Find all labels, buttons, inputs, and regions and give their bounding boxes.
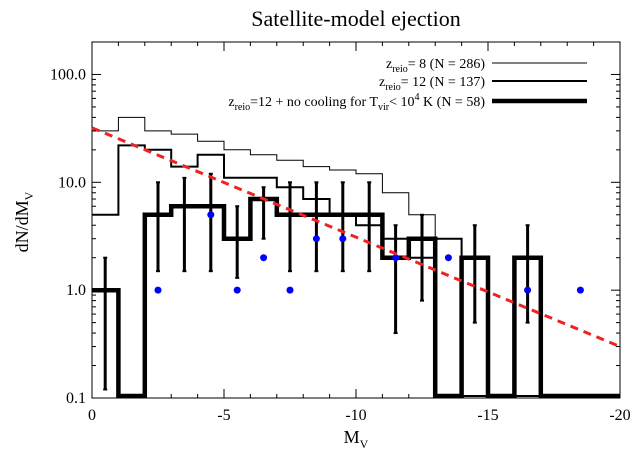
legend-text: z	[379, 75, 385, 90]
y-axis-label-main: dN/dM	[12, 200, 32, 252]
legend-text: = 12 (N = 137)	[401, 75, 486, 90]
y-tick-label: 10.0	[58, 174, 86, 191]
data-point-3	[260, 254, 268, 262]
chart-title: Satellite-model ejection	[251, 6, 461, 31]
plot-content	[91, 116, 621, 399]
data-point-6	[339, 235, 347, 243]
legend-text: z	[386, 57, 392, 72]
fit-line	[91, 126, 621, 348]
x-tick-label: -10	[345, 407, 366, 424]
x-tick-label: -5	[217, 407, 230, 424]
legend: zreio= 8 (N = 286)zreio= 12 (N = 137)zre…	[228, 57, 587, 113]
data-point-5	[312, 235, 320, 243]
legend-text: =12 + no cooling for T	[250, 95, 378, 110]
histogram-series-1	[92, 144, 620, 397]
histogram-series-2	[92, 196, 620, 399]
legend-subscript: reio	[235, 102, 251, 113]
x-tick-label: -15	[477, 407, 498, 424]
x-tick-label: -20	[609, 407, 630, 424]
legend-superscript: 4	[415, 92, 420, 103]
legend-text: < 10	[389, 95, 414, 110]
data-point-10	[576, 286, 584, 294]
legend-label-2: zreio=12 + no cooling for Tvir< 104 K (N…	[228, 92, 485, 113]
legend-label-0: zreio= 8 (N = 286)	[386, 57, 485, 75]
data-point-7	[392, 254, 400, 262]
axis-ticks: 0 -5 -10 -15 -20 0.1 1.0 10.0 100.0	[50, 41, 631, 424]
y-axis-label-sub: V	[22, 191, 36, 200]
data-point-8	[444, 254, 452, 262]
y-tick-label: 1.0	[66, 282, 86, 299]
y-tick-label: 0.1	[66, 390, 86, 407]
legend-subscript: reio	[392, 64, 408, 75]
legend-subscript: reio	[385, 82, 401, 93]
y-tick-label: 100.0	[50, 66, 86, 83]
data-point-0	[154, 286, 162, 294]
legend-text: K (N = 58)	[420, 95, 486, 110]
legend-text: = 8 (N = 286)	[408, 57, 486, 72]
x-axis-label: MV	[344, 427, 369, 451]
data-point-9	[524, 286, 532, 294]
x-tick-label: 0	[88, 407, 96, 424]
y-axis-label: dN/dMV	[12, 191, 36, 252]
x-axis-label-sub: V	[360, 437, 369, 451]
data-point-1	[207, 211, 215, 219]
data-point-4	[286, 286, 294, 294]
legend-text: z	[228, 95, 234, 110]
data-point-2	[233, 286, 241, 294]
legend-label-1: zreio= 12 (N = 137)	[379, 75, 485, 93]
x-axis-label-main: M	[344, 427, 360, 447]
legend-subscript: vir	[378, 102, 390, 113]
